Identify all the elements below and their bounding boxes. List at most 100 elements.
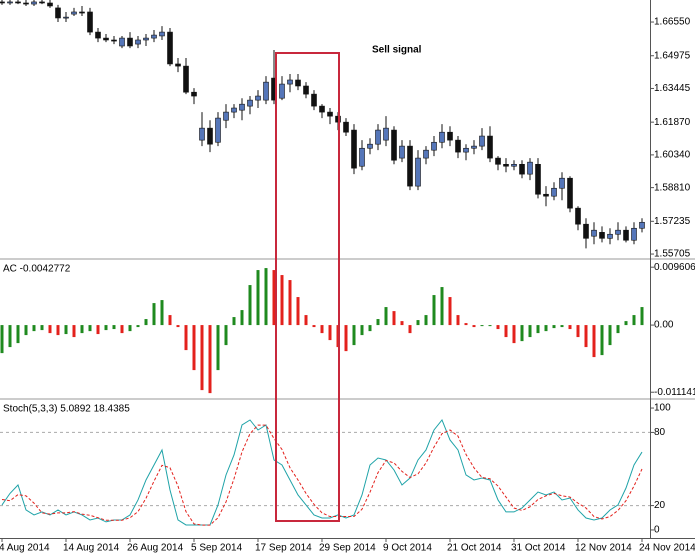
ac-bar — [408, 325, 412, 334]
ac-bar — [104, 325, 108, 331]
ac-bar — [224, 325, 228, 346]
ac-bar — [48, 325, 52, 334]
candle-body — [103, 37, 109, 41]
y-tick-label: 1.60340 — [654, 150, 691, 161]
ac-bar — [640, 307, 644, 326]
candle-body — [343, 121, 349, 133]
candle-body — [487, 135, 493, 159]
ac-bar — [568, 325, 572, 330]
ac-bar — [320, 325, 324, 334]
candle-body — [95, 31, 101, 39]
ac-bar — [128, 325, 132, 332]
x-tick-label: 14 Aug 2014 — [63, 543, 120, 554]
ac-bar — [288, 280, 292, 326]
candle-body — [143, 37, 149, 41]
candle-body — [615, 229, 621, 235]
y-tick-label: 1.57235 — [654, 216, 691, 227]
candle-body — [191, 91, 197, 97]
stoch-line — [1, 419, 643, 526]
candle-body — [303, 85, 309, 95]
ac-bar — [32, 325, 36, 332]
y-tick-label: 0.009606 — [654, 262, 695, 273]
ac-bar — [144, 319, 148, 326]
candle-body — [359, 147, 365, 167]
ac-bar — [232, 317, 236, 326]
ac-bar — [136, 325, 140, 328]
x-tick-label: 4 Aug 2014 — [0, 543, 50, 554]
candle-body — [575, 207, 581, 225]
candle-body — [479, 135, 485, 147]
ac-bar — [280, 275, 284, 326]
candle-body — [495, 157, 501, 165]
ac-bar — [552, 325, 556, 329]
candle-body — [31, 1, 37, 5]
candle-body — [279, 83, 285, 99]
ac-bar — [40, 325, 44, 331]
ac-bar — [8, 325, 12, 348]
y-tick-label: 100 — [654, 403, 671, 414]
candle-body — [151, 34, 157, 39]
x-tick-label: 12 Nov 2014 — [575, 543, 632, 554]
candle-body — [287, 79, 293, 85]
ac-bar — [512, 325, 516, 344]
candle-body — [295, 79, 301, 87]
candle-body — [167, 31, 173, 65]
candle-body — [87, 11, 93, 33]
ac-bar — [248, 285, 252, 326]
ac-bar — [120, 325, 124, 334]
candle-body — [255, 95, 261, 101]
x-tick-label: 21 Oct 2014 — [447, 543, 502, 554]
ac-bar — [448, 297, 452, 326]
candle-body — [567, 177, 573, 209]
ac-bar — [312, 325, 316, 328]
candle-body — [199, 127, 205, 141]
candle-body — [223, 111, 229, 121]
annotation: Sell signal — [372, 45, 422, 56]
ac-bar — [400, 321, 404, 326]
x-tick-label: 31 Oct 2014 — [511, 543, 566, 554]
candle-body — [111, 39, 117, 42]
ac-bar — [472, 325, 476, 328]
ac-bar — [624, 321, 628, 326]
indicator-label: AC -0.0042772 — [3, 264, 71, 275]
candle-body — [79, 11, 85, 14]
candle-body — [511, 163, 517, 167]
candle-body — [7, 1, 13, 4]
candle-body — [399, 145, 405, 159]
x-tick-label: 9 Oct 2014 — [383, 543, 432, 554]
ac-bar — [208, 325, 212, 394]
ac-bar — [576, 325, 580, 338]
candle-body — [0, 1, 5, 4]
candle-body — [263, 81, 269, 101]
ac-bar — [528, 325, 532, 338]
candle-body — [247, 99, 253, 107]
ac-bar — [344, 325, 348, 352]
y-tick-label: 1.61870 — [654, 117, 691, 128]
candle-body — [623, 229, 629, 241]
x-tick-label: 5 Sep 2014 — [191, 543, 243, 554]
ac-bar — [192, 325, 196, 371]
y-tick-label: 1.58810 — [654, 182, 691, 193]
x-tick-label: 17 Sep 2014 — [255, 543, 312, 554]
candle-body — [47, 2, 53, 7]
ac-bar — [608, 325, 612, 346]
candle-body — [23, 2, 29, 5]
ac-bar — [216, 325, 220, 371]
candle-body — [607, 233, 613, 239]
candle-body — [439, 131, 445, 143]
candle-body — [231, 107, 237, 113]
ac-bar — [480, 325, 484, 327]
ac-bar — [184, 325, 188, 351]
candle-body — [319, 105, 325, 113]
candle-body — [239, 103, 245, 111]
candle-body — [535, 163, 541, 195]
candle-body — [391, 129, 397, 161]
candle-body — [183, 65, 189, 93]
y-tick-label: 0 — [654, 525, 660, 536]
ac-bar — [160, 300, 164, 326]
ac-bar — [352, 325, 356, 346]
ac-bar — [16, 325, 20, 344]
ac-bar — [432, 295, 436, 326]
ac-bar — [424, 315, 428, 326]
ac-bar — [392, 311, 396, 326]
